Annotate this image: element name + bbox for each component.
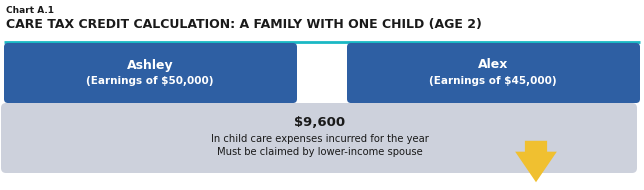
Text: (Earnings of $50,000): (Earnings of $50,000): [86, 76, 214, 86]
FancyArrowPatch shape: [515, 141, 557, 182]
Text: $9,600: $9,600: [294, 116, 346, 130]
Text: CARE TAX CREDIT CALCULATION: A FAMILY WITH ONE CHILD (AGE 2): CARE TAX CREDIT CALCULATION: A FAMILY WI…: [6, 18, 482, 31]
FancyBboxPatch shape: [1, 103, 637, 173]
Text: Chart A.1: Chart A.1: [6, 6, 54, 15]
Text: In child care expenses incurred for the year: In child care expenses incurred for the …: [211, 134, 429, 144]
Text: Alex: Alex: [478, 59, 508, 71]
FancyBboxPatch shape: [347, 43, 640, 103]
FancyBboxPatch shape: [4, 43, 297, 103]
Text: Ashley: Ashley: [127, 59, 173, 71]
Text: (Earnings of $45,000): (Earnings of $45,000): [429, 76, 557, 86]
Text: Must be claimed by lower-income spouse: Must be claimed by lower-income spouse: [217, 147, 423, 157]
